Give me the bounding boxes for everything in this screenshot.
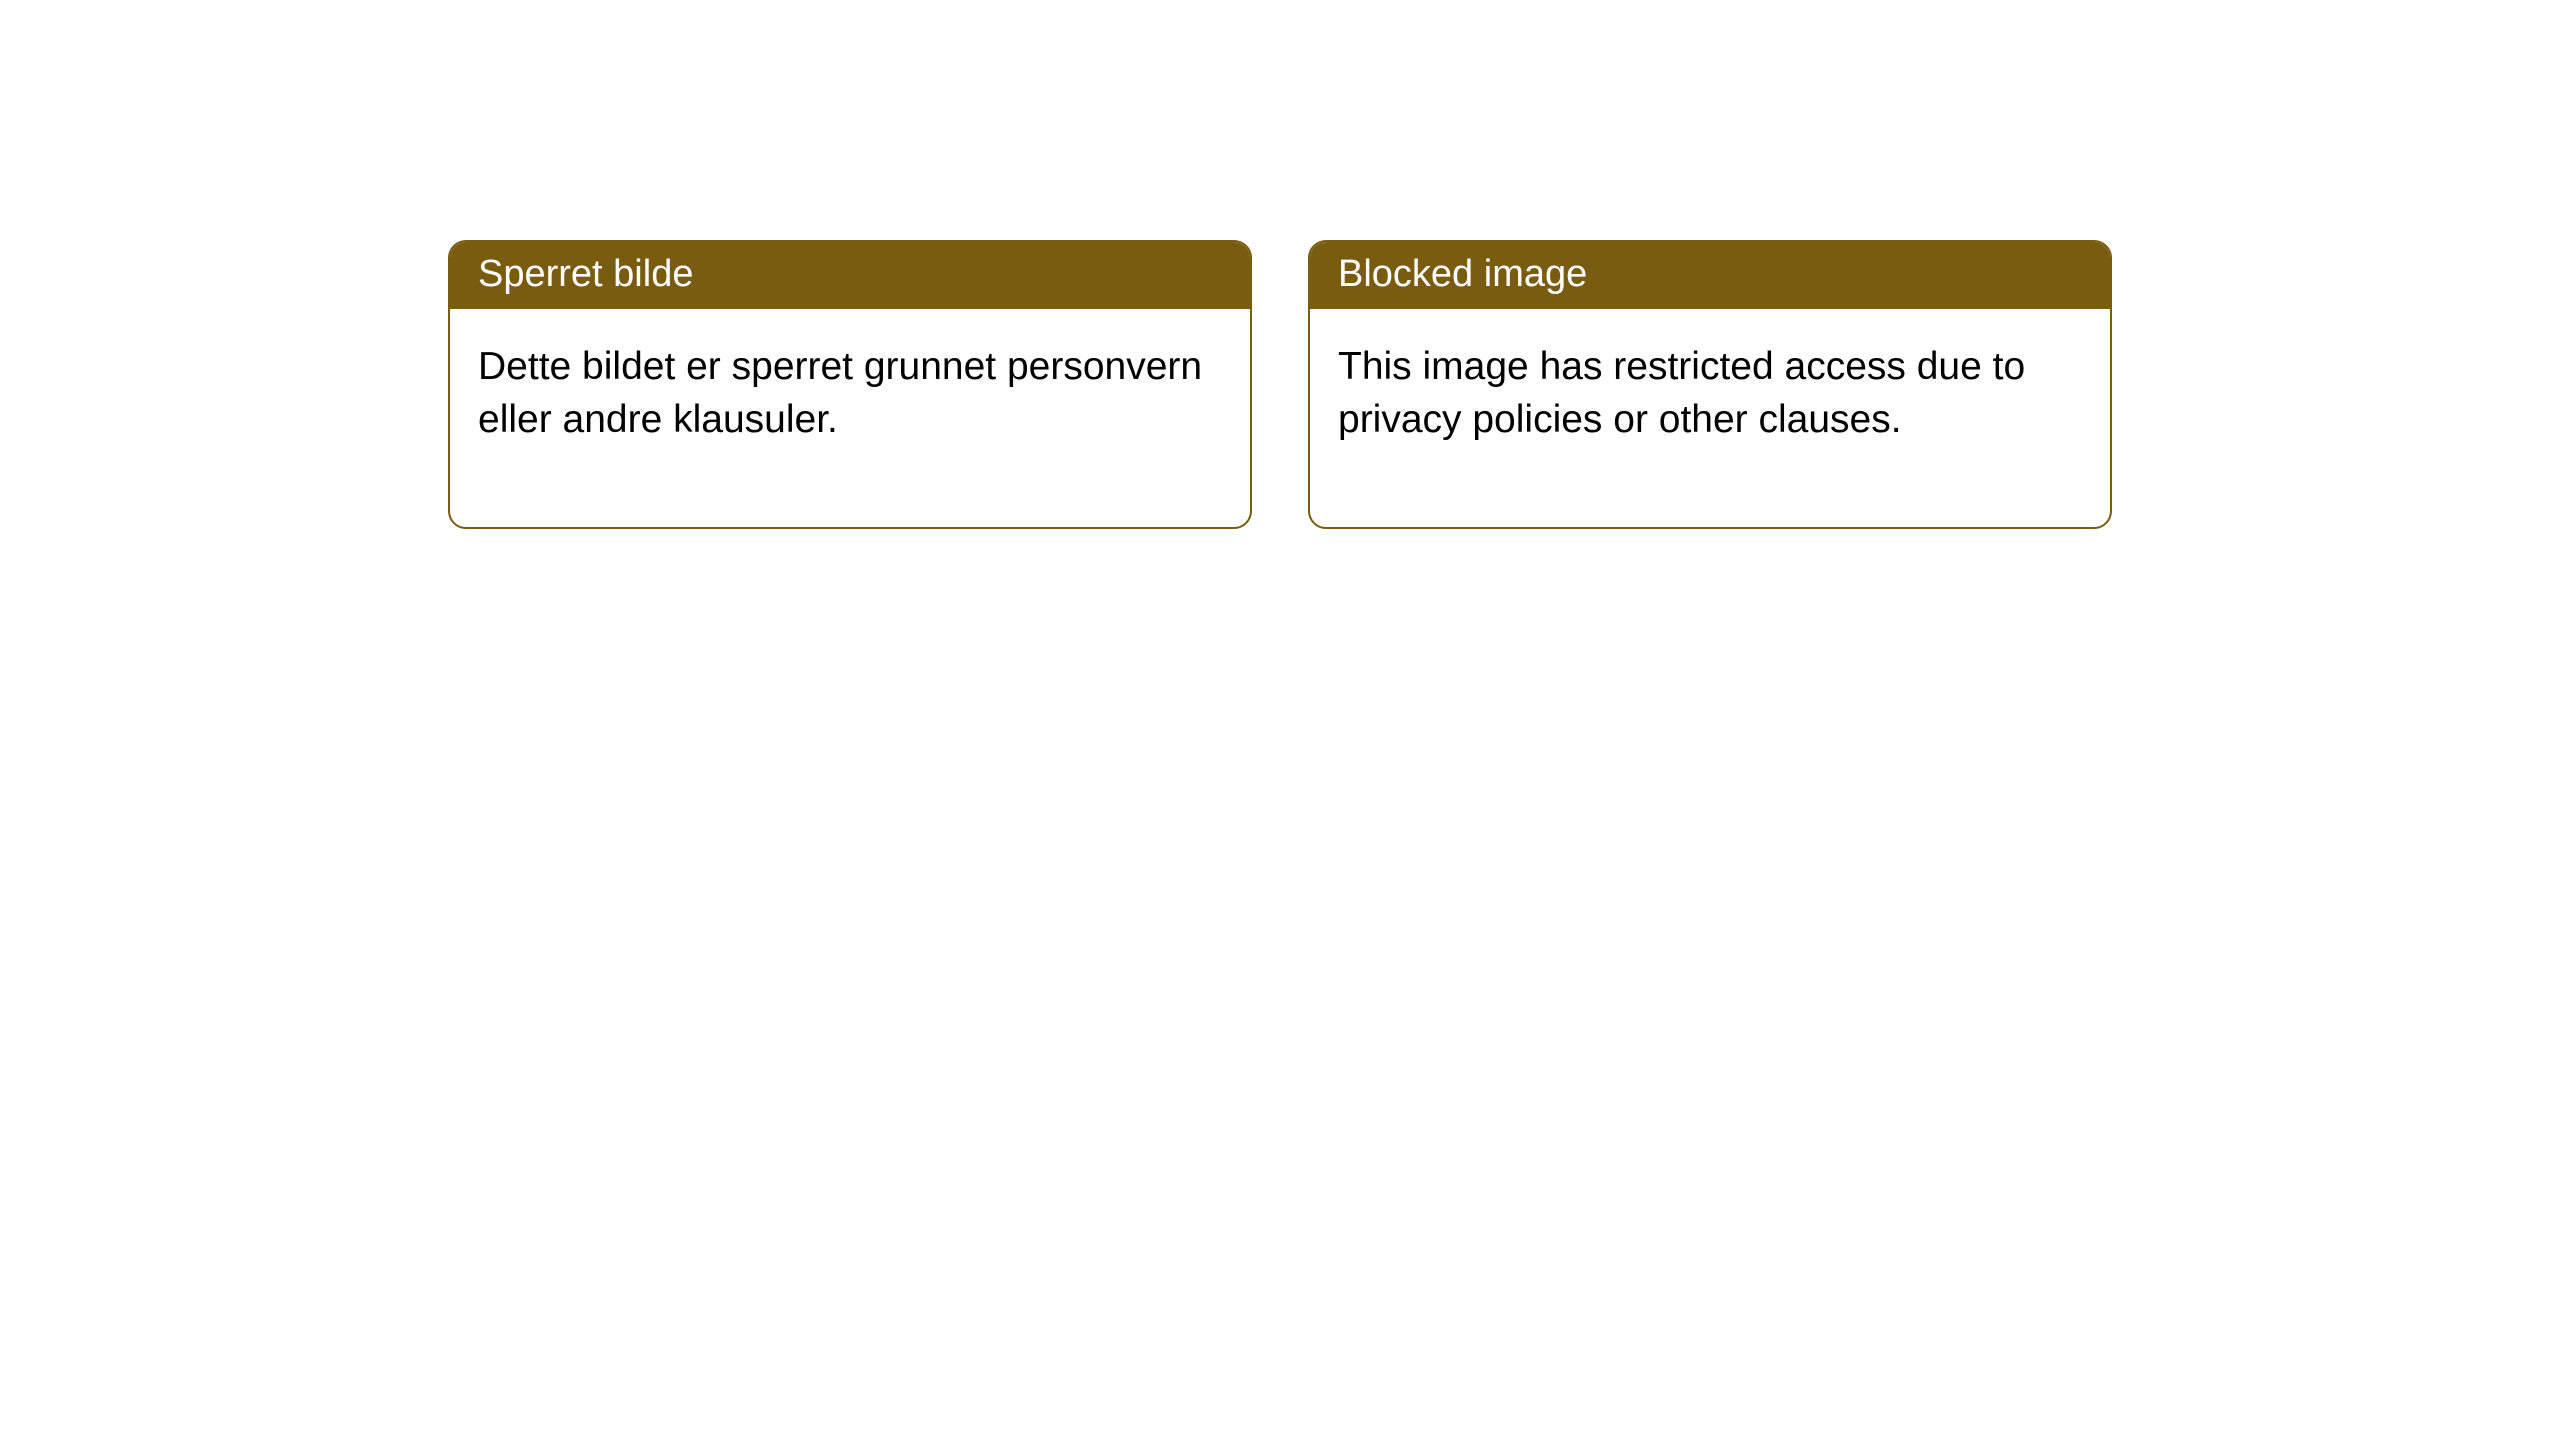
blocked-image-card-no: Sperret bilde Dette bildet er sperret gr… (448, 240, 1252, 529)
card-title-en: Blocked image (1310, 242, 2110, 309)
card-body-no: Dette bildet er sperret grunnet personve… (450, 309, 1250, 526)
card-title-no: Sperret bilde (450, 242, 1250, 309)
notice-container: Sperret bilde Dette bildet er sperret gr… (0, 0, 2560, 529)
card-body-en: This image has restricted access due to … (1310, 309, 2110, 526)
blocked-image-card-en: Blocked image This image has restricted … (1308, 240, 2112, 529)
